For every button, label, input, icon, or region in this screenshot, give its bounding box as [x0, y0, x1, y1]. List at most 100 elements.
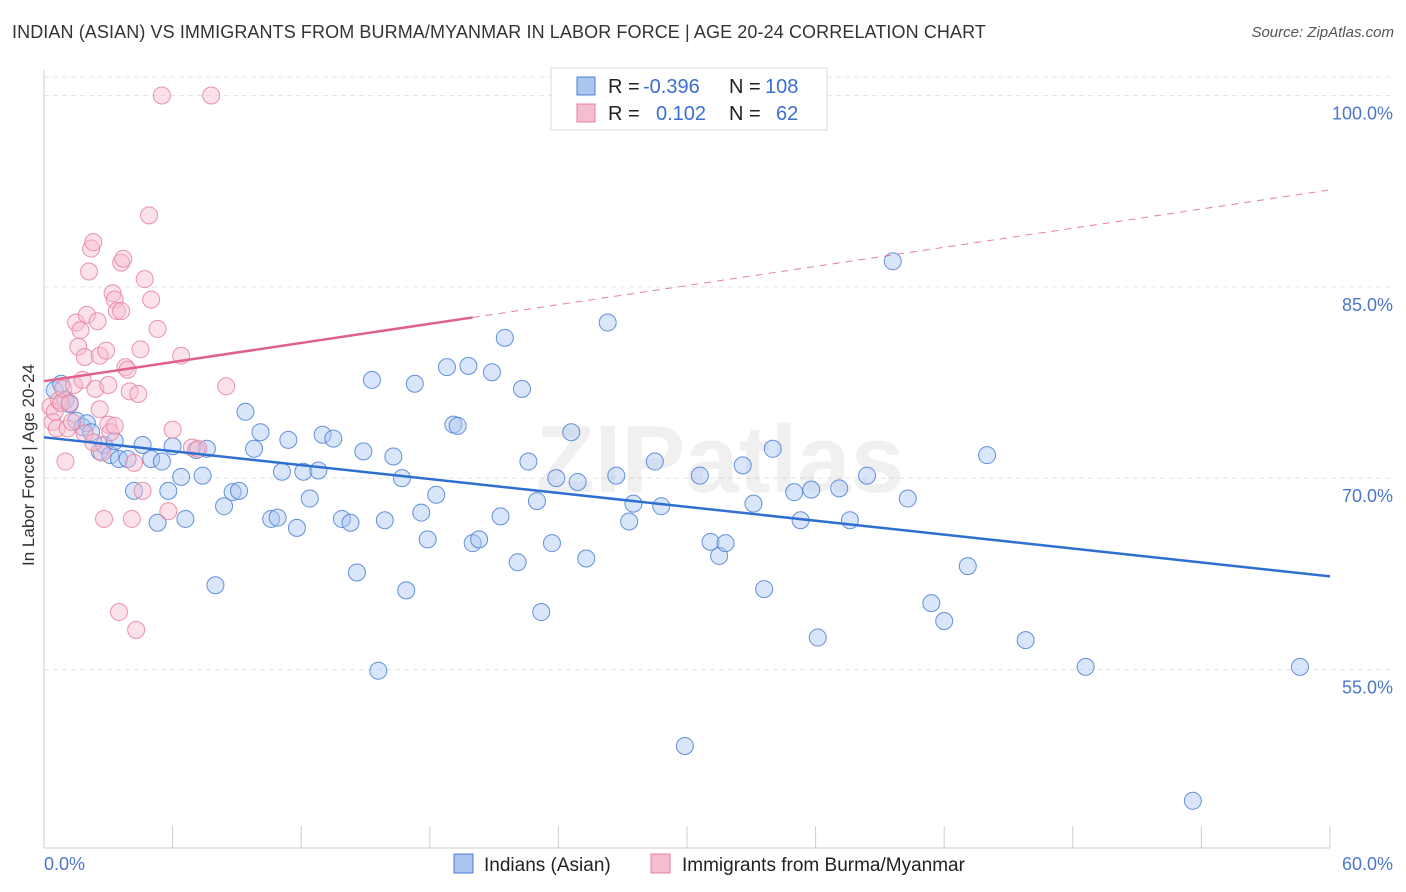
indian-point-55: [418, 530, 437, 549]
burma-point-54: [202, 86, 221, 105]
bottom-swatch-blue: [453, 853, 474, 874]
indian-point-87: [733, 456, 752, 475]
indian-point-62: [470, 530, 489, 549]
trend-line-burma-solid: [43, 316, 473, 383]
legend-r-label-2: R =: [608, 103, 640, 125]
indian-point-65: [495, 328, 514, 347]
trend-line-indians: [43, 436, 1331, 578]
burma-point-26: [97, 341, 116, 360]
burma-point-38: [122, 509, 141, 528]
indian-point-91: [785, 483, 804, 502]
indian-point-37: [287, 518, 306, 537]
indian-point-53: [405, 374, 424, 393]
burma-point-20: [84, 233, 103, 252]
x-tick-label-0: 0.0%: [44, 854, 85, 874]
indian-point-64: [491, 507, 510, 526]
burma-point-7: [56, 452, 75, 471]
legend-swatch-pink: [576, 103, 596, 123]
legend-n-value-1: 108: [765, 76, 798, 98]
burma-point-41: [129, 384, 148, 403]
indian-point-54: [412, 503, 431, 522]
indian-point-17: [148, 513, 167, 532]
y-tick-label-1: 85.0%: [1342, 295, 1393, 315]
legend-swatch-blue: [576, 76, 596, 96]
indian-point-104: [1016, 631, 1035, 650]
indian-point-72: [547, 469, 566, 488]
grid-lines: [44, 76, 1394, 670]
indian-point-97: [858, 466, 877, 485]
indian-point-16: [142, 450, 161, 468]
series-burma-myanmar: [41, 86, 236, 639]
indian-point-52: [397, 581, 416, 600]
indian-point-75: [577, 549, 596, 568]
indian-point-38: [294, 462, 313, 481]
indian-point-74: [568, 472, 587, 491]
watermark: ZIPatlas: [536, 406, 904, 513]
indian-point-49: [375, 511, 394, 530]
y-tick-labels: 100.0% 85.0% 70.0% 55.0%: [1332, 104, 1393, 698]
indian-point-106: [1183, 791, 1202, 810]
indian-point-86: [716, 534, 735, 553]
indian-point-19: [159, 481, 178, 500]
indian-point-67: [512, 379, 531, 398]
bottom-legend-burma: Immigrants from Burma/Myanmar: [682, 855, 966, 876]
legend-n-label-1: N =: [729, 76, 761, 98]
legend-n-value-2: 62: [776, 103, 798, 125]
bottom-swatch-pink: [650, 853, 671, 874]
indian-point-48: [369, 661, 388, 680]
indian-point-51: [392, 469, 411, 488]
bottom-legend-indians: Indians (Asian): [484, 855, 611, 876]
indian-point-98: [883, 252, 902, 271]
x-tick-labels: 0.0% 60.0%: [44, 854, 1393, 874]
indian-point-42: [324, 429, 343, 448]
indian-point-78: [620, 512, 639, 531]
indian-point-71: [542, 534, 561, 553]
burma-point-45: [140, 206, 159, 225]
indian-point-89: [755, 580, 774, 599]
burma-point-32: [110, 603, 129, 622]
indian-point-60: [459, 356, 478, 375]
indian-point-43: [332, 509, 351, 528]
indian-point-101: [935, 611, 954, 630]
indian-point-102: [958, 557, 977, 576]
burma-point-14: [71, 321, 90, 340]
indian-point-30: [236, 402, 255, 421]
indian-point-44: [341, 513, 360, 532]
burma-point-46: [142, 290, 161, 309]
indian-point-29: [230, 481, 249, 500]
burma-point-34: [114, 249, 133, 268]
y-axis-label: In Labor Force | Age 20-24: [19, 364, 38, 566]
legend-r-value-1: -0.396: [643, 76, 700, 98]
burma-point-55: [217, 377, 236, 396]
indian-point-32: [251, 423, 270, 442]
indian-point-26: [206, 576, 225, 595]
indian-point-73: [562, 423, 581, 442]
indian-point-63: [482, 363, 501, 382]
y-tick-label-2: 70.0%: [1342, 486, 1393, 506]
legend-n-label-2: N =: [729, 103, 761, 125]
indian-point-27: [215, 497, 234, 516]
legend-r-label-1: R =: [608, 76, 640, 98]
indian-point-69: [527, 492, 546, 511]
indian-point-90: [763, 439, 782, 458]
indian-point-79: [624, 494, 643, 513]
indian-point-46: [354, 442, 373, 461]
burma-point-29: [103, 284, 122, 303]
y-tick-label-3: 55.0%: [1342, 677, 1393, 697]
burma-point-22: [88, 312, 107, 331]
burma-point-40: [127, 620, 146, 639]
indian-point-21: [172, 467, 191, 486]
burma-point-10: [62, 413, 81, 432]
series-legend: Indians (Asian) Immigrants from Burma/My…: [453, 853, 966, 876]
burma-point-19: [82, 239, 101, 258]
indian-point-107: [1290, 657, 1309, 676]
indian-point-68: [519, 452, 538, 471]
chart-title: INDIAN (ASIAN) VS IMMIGRANTS FROM BURMA/…: [12, 22, 987, 42]
burma-point-39: [125, 453, 144, 472]
indian-point-84: [701, 532, 720, 551]
burma-point-60: [105, 416, 124, 435]
indian-point-24: [193, 466, 212, 485]
indian-point-82: [675, 736, 694, 755]
burma-point-57: [99, 376, 118, 395]
